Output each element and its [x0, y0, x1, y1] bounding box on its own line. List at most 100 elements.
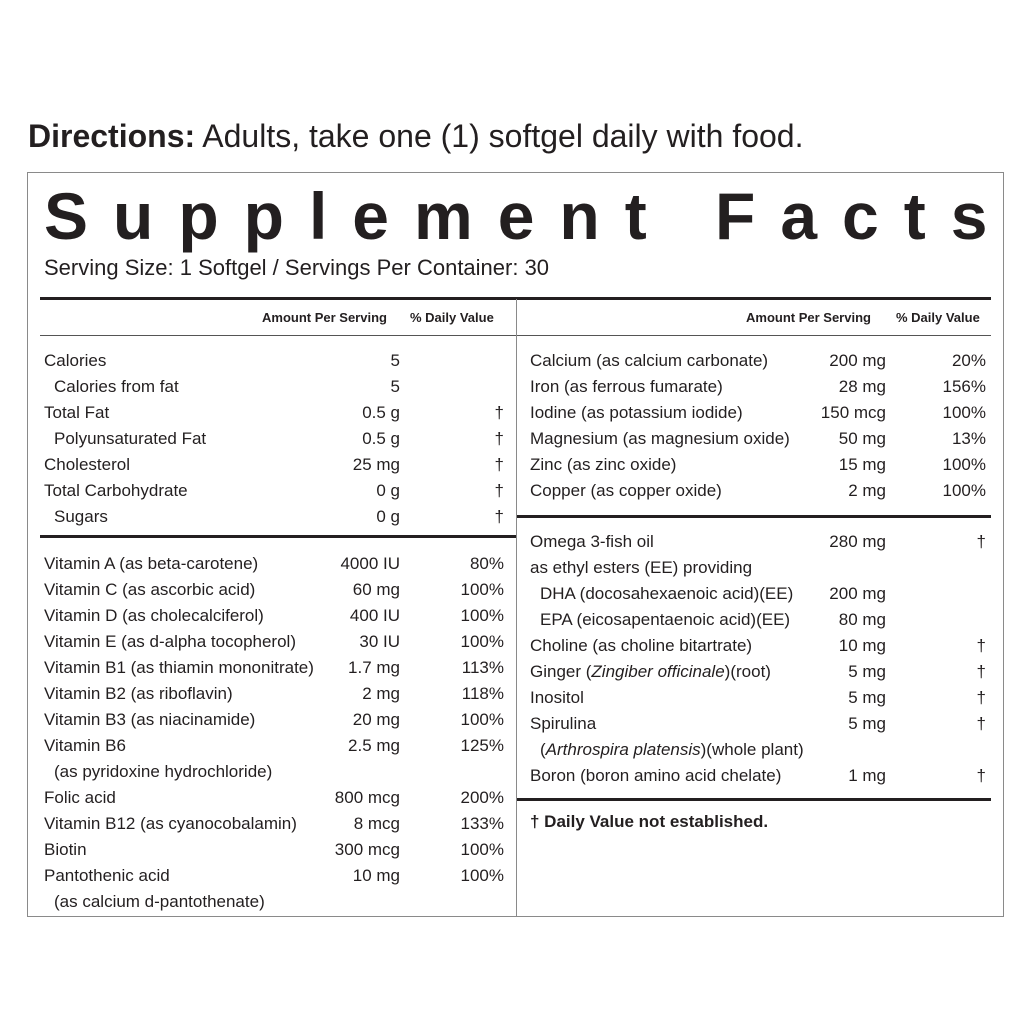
- nutrient-name: Vitamin A (as beta-carotene): [44, 554, 259, 573]
- nutrient-name: Zinc (as zinc oxide): [530, 455, 677, 474]
- nutrient-row: Iodine (as potassium iodide) 150 mcg 100%: [530, 400, 986, 426]
- nutrient-name: Pantothenic acid: [44, 866, 170, 885]
- directions-text: Adults, take one (1) softgel daily with …: [195, 118, 804, 154]
- nutrient-amount: 1.7 mg: [348, 658, 400, 677]
- nutrient-amount: 20 mg: [352, 710, 400, 729]
- nutrient-amount: 0 g: [376, 507, 400, 526]
- nutrient-daily-value: 100%: [460, 840, 504, 859]
- nutrient-row: Biotin 300 mcg 100%: [44, 837, 504, 863]
- divider-right-mid: [517, 515, 991, 518]
- nutrient-name: Calcium (as calcium carbonate): [530, 351, 769, 370]
- nutrient-row: Sugars 0 g †: [44, 504, 504, 530]
- nutrient-row: Vitamin B3 (as niacinamide) 20 mg 100%: [44, 707, 504, 733]
- nutrient-name: Iodine (as potassium iodide): [530, 403, 743, 422]
- nutrient-row: Magnesium (as magnesium oxide) 50 mg 13%: [530, 426, 986, 452]
- nutrient-amount: 10 mg: [352, 866, 400, 885]
- nutrient-name: Vitamin D (as cholecalciferol): [44, 606, 264, 625]
- nutrient-row: Vitamin A (as beta-carotene) 4000 IU 80%: [44, 551, 504, 577]
- nutrient-name: Vitamin B1 (as thiamin mononitrate): [44, 658, 314, 677]
- divider-header-right: [517, 335, 991, 336]
- nutrient-row: (Arthrospira platensis)(whole plant): [530, 737, 986, 763]
- nutrient-name: DHA (docosahexaenoic acid)(EE): [540, 584, 794, 603]
- nutrient-daily-value: †: [494, 481, 504, 500]
- directions: Directions: Adults, take one (1) softgel…: [28, 116, 1008, 156]
- nutrient-daily-value: †: [494, 403, 504, 422]
- nutrient-name: EPA (eicosapentaenoic acid)(EE): [540, 610, 791, 629]
- nutrient-daily-value: 100%: [460, 866, 504, 885]
- nutrient-amount: 400 IU: [349, 606, 400, 625]
- nutrient-daily-value: †: [494, 429, 504, 448]
- nutrient-name: Polyunsaturated Fat: [54, 429, 207, 448]
- nutrient-daily-value: †: [976, 662, 986, 681]
- nutrient-amount: 4000 IU: [340, 554, 400, 573]
- nutrient-row: Zinc (as zinc oxide) 15 mg 100%: [530, 452, 986, 478]
- nutrient-amount: 2.5 mg: [348, 736, 400, 755]
- nutrient-amount: 200 mg: [829, 584, 886, 603]
- nutrient-row: Copper (as copper oxide) 2 mg 100%: [530, 478, 986, 504]
- nutrient-daily-value: 13%: [951, 429, 986, 448]
- nutrient-row: Vitamin B6 2.5 mg 125%: [44, 733, 504, 759]
- nutrient-amount: 30 IU: [359, 632, 400, 651]
- nutrient-row: Ginger (Zingiber officinale)(root) 5 mg †: [530, 659, 986, 685]
- nutrient-name: Magnesium (as magnesium oxide): [530, 429, 790, 448]
- nutrient-amount: 800 mcg: [334, 788, 400, 807]
- nutrient-daily-value: †: [976, 636, 986, 655]
- nutrient-name: Choline (as choline bitartrate): [530, 636, 753, 655]
- nutrient-row: Boron (boron amino acid chelate) 1 mg †: [530, 763, 986, 789]
- nutrient-name: (Arthrospira platensis)(whole plant): [540, 740, 804, 759]
- nutrient-amount: 280 mg: [829, 532, 886, 551]
- nutrient-amount: 5 mg: [848, 688, 886, 707]
- nutrient-amount: 5: [390, 377, 400, 396]
- nutrient-amount: 5 mg: [848, 714, 886, 733]
- footnote: † Daily Value not established.: [530, 812, 769, 831]
- nutrient-amount: 28 mg: [838, 377, 886, 396]
- nutrient-daily-value: 133%: [460, 814, 504, 833]
- nutrient-name: Calories from fat: [54, 377, 179, 396]
- nutrient-row: Vitamin E (as d-alpha tocopherol) 30 IU 10…: [44, 629, 504, 655]
- nutrient-row: Vitamin B12 (as cyanocobalamin) 8 mcg 133%: [44, 811, 504, 837]
- nutrient-row: Calories 5: [44, 348, 504, 374]
- nutrient-name: Total Carbohydrate: [44, 481, 188, 500]
- nutrient-name: Vitamin B12 (as cyanocobalamin): [44, 814, 297, 833]
- nutrient-row: as ethyl esters (EE) providing: [530, 555, 986, 581]
- nutrient-amount: 1 mg: [848, 766, 886, 785]
- nutrient-row: Omega 3-fish oil 280 mg †: [530, 529, 986, 555]
- nutrient-daily-value: 156%: [942, 377, 986, 396]
- nutrient-name: Omega 3-fish oil: [530, 532, 654, 551]
- nutrient-name: (as calcium d-pantothenate): [54, 892, 265, 911]
- nutrient-amount: 50 mg: [838, 429, 886, 448]
- nutrient-row: Folic acid 800 mcg 200%: [44, 785, 504, 811]
- nutrient-amount: 8 mcg: [353, 814, 400, 833]
- nutrient-row: Vitamin B2 (as riboflavin) 2 mg 118%: [44, 681, 504, 707]
- nutrient-amount: 5: [390, 351, 400, 370]
- left-section-macros: Calories 5 Calories from fat 5 Total Fat 0.5 …: [44, 348, 504, 530]
- nutrient-name: Boron (boron amino acid chelate): [530, 766, 782, 785]
- right-header-dv: % Daily Value: [896, 310, 980, 325]
- nutrient-daily-value: †: [494, 455, 504, 474]
- divider-left-mid: [40, 535, 516, 538]
- nutrient-daily-value: 100%: [460, 710, 504, 729]
- nutrient-name: Total Fat: [44, 403, 110, 422]
- nutrient-row: Calcium (as calcium carbonate) 200 mg 20%: [530, 348, 986, 374]
- nutrient-row: (as pyridoxine hydrochloride): [44, 759, 504, 785]
- right-section-others: Omega 3-fish oil 280 mg † as ethyl esters (…: [530, 529, 986, 789]
- nutrient-row: (as calcium d-pantothenate): [44, 889, 504, 915]
- divider-right-bottom: [517, 798, 991, 801]
- nutrient-row: Choline (as choline bitartrate) 10 mg †: [530, 633, 986, 659]
- nutrient-row: Vitamin C (as ascorbic acid) 60 mg 100%: [44, 577, 504, 603]
- nutrient-amount: 80 mg: [838, 610, 886, 629]
- nutrient-amount: 0.5 g: [362, 429, 400, 448]
- nutrient-daily-value: 80%: [469, 554, 504, 573]
- nutrient-daily-value: †: [976, 766, 986, 785]
- right-section-minerals: Calcium (as calcium carbonate) 200 mg 20% I…: [530, 348, 986, 504]
- nutrient-daily-value: 200%: [460, 788, 504, 807]
- nutrient-row: Spirulina 5 mg †: [530, 711, 986, 737]
- nutrient-daily-value: 100%: [942, 481, 986, 500]
- nutrient-name: (as pyridoxine hydrochloride): [54, 762, 273, 781]
- nutrient-daily-value: 113%: [461, 658, 504, 677]
- nutrient-row: Cholesterol 25 mg †: [44, 452, 504, 478]
- divider-top: [40, 297, 991, 300]
- nutrient-row: Pantothenic acid 10 mg 100%: [44, 863, 504, 889]
- nutrient-daily-value: 100%: [942, 455, 986, 474]
- nutrient-daily-value: 20%: [951, 351, 986, 370]
